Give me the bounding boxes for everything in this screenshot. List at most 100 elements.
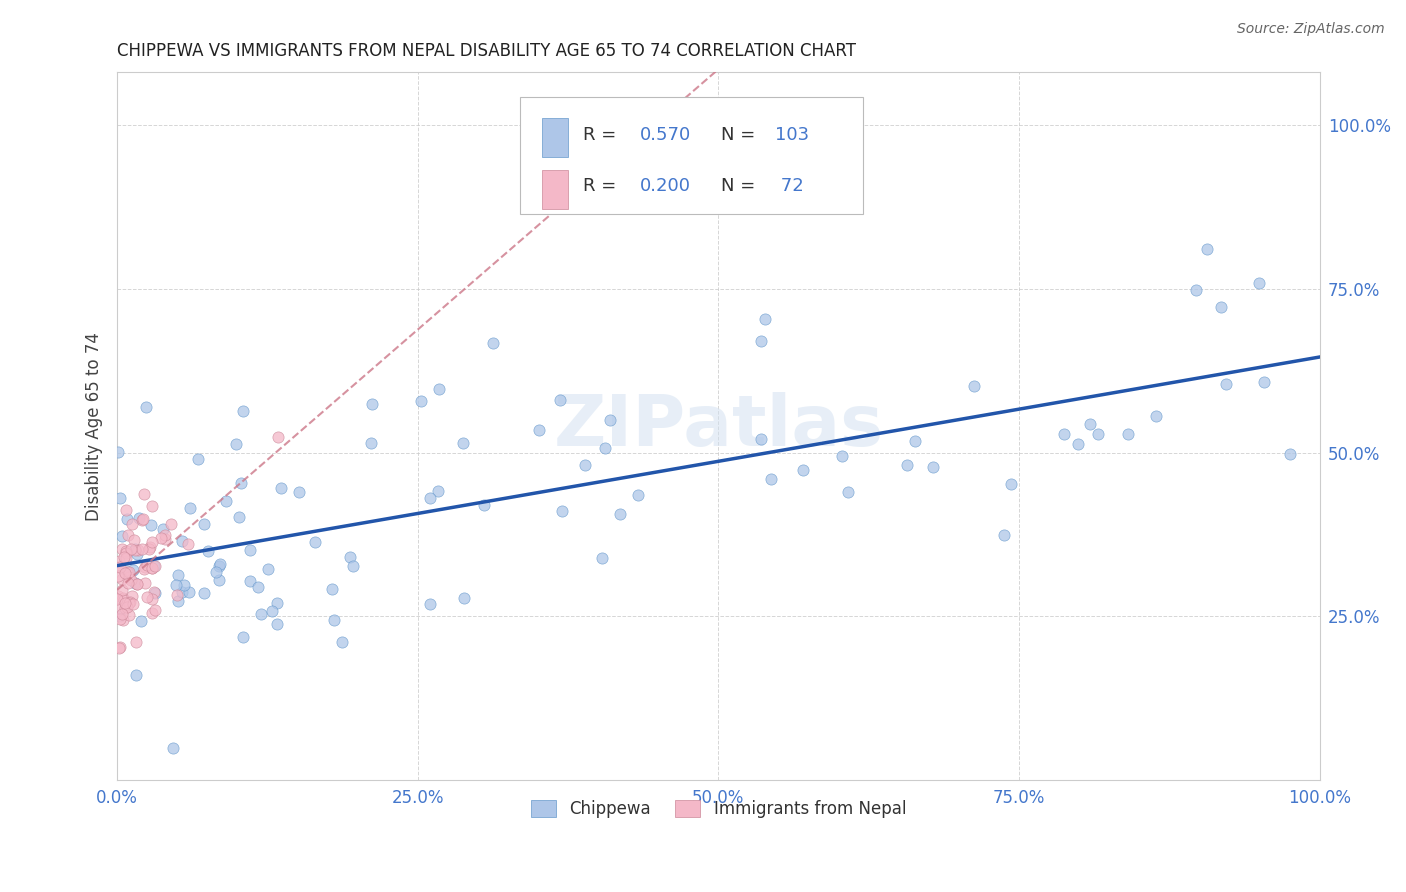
Point [105, 592, 128, 607]
Point [993, 527, 1015, 541]
Point [139, 540, 162, 554]
Y-axis label: Disability Age 65 to 74: Disability Age 65 to 74 [86, 332, 103, 521]
Point [170, 534, 193, 549]
Point [115, 544, 138, 558]
Point [111, 583, 134, 598]
Point [1195, 242, 1218, 256]
Point [141, 607, 163, 621]
Point [118, 565, 141, 579]
Point [118, 608, 141, 623]
Point [339, 550, 361, 565]
Point [138, 542, 160, 557]
Point [165, 578, 187, 592]
Point [232, 630, 254, 644]
Point [1185, 283, 1208, 297]
Point [792, 463, 814, 477]
Point [141, 534, 163, 549]
Point [288, 485, 311, 500]
Point [111, 541, 134, 556]
Point [117, 575, 139, 590]
Point [751, 432, 773, 446]
Point [131, 542, 153, 557]
Point [107, 569, 129, 583]
Point [155, 528, 177, 542]
Point [551, 504, 574, 518]
Point [117, 565, 139, 579]
FancyBboxPatch shape [541, 119, 568, 157]
Point [266, 616, 288, 631]
Point [215, 493, 238, 508]
Point [141, 591, 163, 606]
Point [112, 592, 135, 607]
Text: 103: 103 [775, 126, 808, 144]
Point [342, 559, 364, 574]
Point [1253, 376, 1275, 390]
Point [754, 311, 776, 326]
Point [107, 560, 129, 574]
Point [114, 601, 136, 615]
Point [360, 436, 382, 450]
Point [107, 445, 129, 459]
Point [143, 558, 166, 573]
Point [132, 511, 155, 525]
Point [134, 561, 156, 575]
Point [111, 529, 134, 543]
Point [149, 532, 172, 546]
Point [125, 634, 148, 648]
Point [115, 511, 138, 525]
Point [574, 458, 596, 473]
Point [115, 565, 138, 579]
Point [187, 451, 209, 466]
Point [134, 576, 156, 591]
Point [208, 559, 231, 574]
Point [1116, 427, 1139, 442]
Point [321, 582, 343, 597]
Point [162, 740, 184, 755]
Point [110, 612, 132, 626]
Point [172, 585, 194, 599]
Point [128, 510, 150, 524]
Point [121, 563, 143, 577]
Point [266, 596, 288, 610]
Point [136, 590, 159, 604]
Point [1215, 377, 1237, 392]
Point [160, 517, 183, 532]
Point [922, 459, 945, 474]
Point [155, 532, 177, 546]
Text: 0.570: 0.570 [640, 126, 692, 144]
Point [193, 516, 215, 531]
Point [108, 609, 131, 624]
Point [177, 537, 200, 551]
Point [120, 542, 142, 557]
Point [419, 598, 441, 612]
Point [118, 570, 141, 584]
Point [124, 542, 146, 557]
Point [749, 334, 772, 348]
Point [262, 604, 284, 618]
Point [142, 558, 165, 573]
Point [208, 558, 231, 572]
Point [110, 559, 132, 574]
Text: N =: N = [721, 177, 761, 194]
Point [117, 528, 139, 542]
Point [427, 382, 450, 396]
Point [591, 550, 613, 565]
Point [1249, 276, 1271, 290]
Point [451, 436, 474, 450]
Point [627, 488, 650, 502]
Text: R =: R = [582, 126, 621, 144]
Point [323, 613, 346, 627]
FancyBboxPatch shape [541, 169, 568, 209]
Point [837, 485, 859, 500]
Point [129, 614, 152, 628]
Point [108, 554, 131, 568]
Point [114, 596, 136, 610]
Point [111, 573, 134, 587]
Point [193, 585, 215, 599]
Point [239, 574, 262, 588]
Point [228, 510, 250, 524]
Legend: Chippewa, Immigrants from Nepal: Chippewa, Immigrants from Nepal [524, 794, 912, 825]
Point [152, 523, 174, 537]
Point [111, 607, 134, 621]
Point [419, 491, 441, 506]
